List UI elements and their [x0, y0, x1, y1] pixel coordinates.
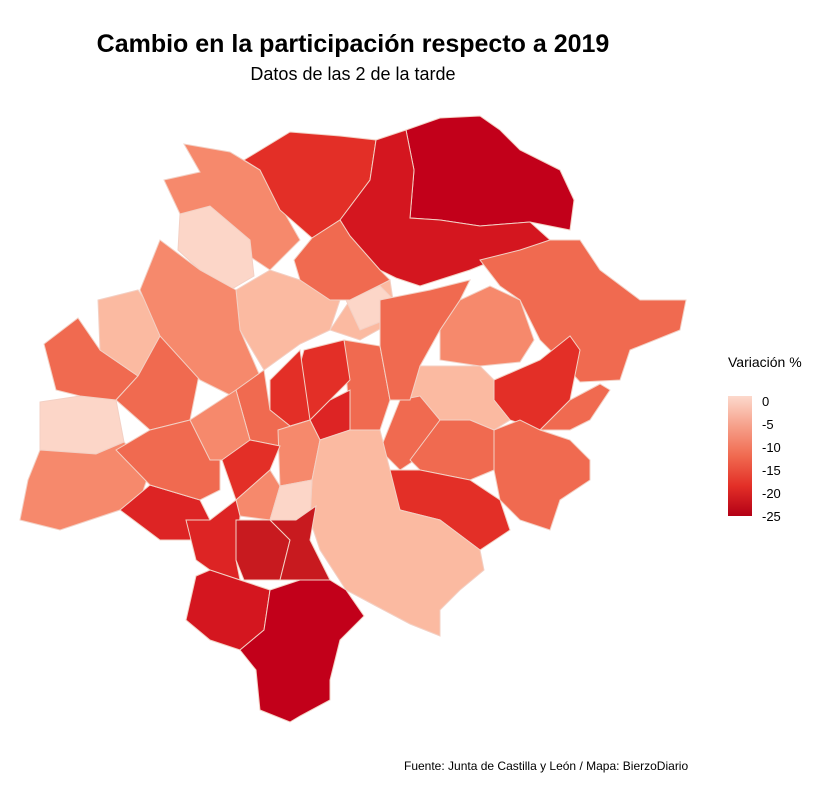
source-caption: Fuente: Junta de Castilla y León / Mapa:…	[404, 759, 689, 773]
map-title: Cambio en la participación respecto a 20…	[96, 30, 610, 58]
municipality-region	[293, 219, 391, 301]
legend-tick-label: 0	[762, 394, 770, 409]
municipality-region	[239, 579, 365, 723]
municipality-region	[177, 205, 255, 291]
legend-tick-label: -25	[762, 509, 781, 524]
municipality-region	[439, 285, 535, 367]
municipality-region	[309, 429, 485, 637]
legend-title: Variación %	[728, 354, 802, 370]
municipality-region	[221, 439, 281, 501]
municipality-region	[405, 115, 575, 231]
legend-tick-label: -5	[762, 417, 774, 432]
municipality-region	[268, 504, 331, 581]
legend-tick-label: -15	[762, 463, 781, 478]
municipality-region	[139, 239, 261, 401]
legend-color-bar	[728, 396, 752, 516]
municipality-region	[115, 419, 221, 501]
map-subtitle: Datos de las 2 de la tarde	[250, 64, 456, 84]
legend-tick-label: -10	[762, 440, 781, 455]
municipality-region	[39, 395, 125, 455]
municipality-region	[493, 419, 591, 531]
municipality-region	[379, 279, 471, 401]
legend-tick-label: -20	[762, 486, 781, 501]
municipality-region	[538, 383, 611, 431]
municipality-region	[479, 239, 687, 383]
